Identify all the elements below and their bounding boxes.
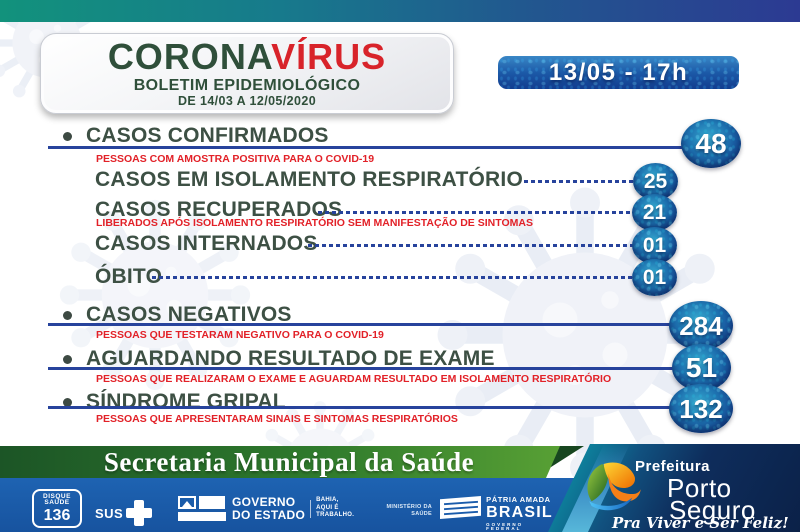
bahia-flag-icon (178, 496, 226, 522)
header-badge: CORONAVÍRUS BOLETIM EPIDEMIOLÓGICO DE 14… (40, 33, 454, 114)
patria-line3: GOVERNO FEDERAL (486, 521, 524, 531)
stat-value-badge: 01 (632, 227, 677, 264)
stat-label: CASOS NEGATIVOS (86, 303, 292, 326)
bullet-icon (63, 398, 72, 407)
bahia-tagline1: BAHIA, (316, 497, 339, 504)
stat-label: CASOS CONFIRMADOS (86, 124, 329, 147)
bahia-tagline2: AQUI É (316, 504, 339, 511)
secretaria-banner: Secretaria Municipal da Saúde (0, 446, 560, 478)
stat-value-badge: 51 (672, 344, 731, 391)
governo-federal-logo: PÁTRIA AMADA BRASIL GOVERNO FEDERAL (440, 496, 560, 532)
secretaria-banner-text: Secretaria Municipal da Saúde (103, 446, 475, 477)
leader-line (48, 323, 672, 326)
top-gradient-bar (0, 0, 800, 22)
disque-saude-badge: DISQUE SAÚDE 136 (32, 489, 82, 528)
title-corona: CORONA (107, 36, 272, 78)
stat-value-badge: 21 (632, 194, 677, 231)
stat-value-badge: 284 (669, 301, 733, 350)
page-title: CORONAVÍRUS (107, 36, 387, 78)
ministerio-line2: SAÚDE (411, 510, 432, 517)
stat-label: CASOS EM ISOLAMENTO RESPIRATÓRIO (95, 168, 523, 191)
sus-label: SUS (95, 505, 124, 521)
patria-line1: PÁTRIA AMADA (486, 495, 551, 504)
patria-line2: BRASIL (486, 503, 553, 521)
bullet-icon (63, 311, 72, 320)
governo-bahia-logo: GOVERNO DO ESTADO BAHIA, AQUI É TRABALHO… (178, 495, 355, 522)
porto-seguro-leaf-icon (587, 462, 641, 511)
bullet-icon (63, 132, 72, 141)
stat-value-badge: 25 (633, 163, 678, 200)
bahia-tagline3: TRABALHO. (316, 512, 355, 519)
leader-line-dotted (524, 180, 634, 183)
leader-line (48, 367, 675, 370)
stat-label: AGUARDANDO RESULTADO DE EXAME (86, 347, 495, 370)
divider (310, 499, 312, 518)
city-slogan: Pra Viver e Ser Feliz! (612, 514, 789, 532)
ministerio-saude-label: MINISTÉRIO DA SAÚDE (368, 504, 432, 518)
header-period: DE 14/03 A 12/05/2020 (177, 94, 317, 109)
city-name-line1: Porto (667, 473, 732, 503)
footer-logos: DISQUE SAÚDE 136 SUS GOVERNO DO ESTADO B… (0, 478, 560, 532)
prefeitura-porto-seguro-block: Prefeitura Porto Seguro Pra Viver e Ser … (548, 444, 800, 532)
stat-value-badge: 48 (681, 119, 741, 168)
leader-line (48, 406, 672, 409)
header-subtitle: BOLETIM EPIDEMIOLÓGICO (133, 76, 361, 94)
brasil-flag-icon (440, 496, 482, 519)
stat-value-badge: 01 (632, 259, 677, 296)
leader-line-dotted (308, 244, 634, 247)
sus-cross-icon (126, 500, 153, 526)
sus-logo: SUS (95, 500, 153, 526)
leader-line (48, 146, 685, 149)
stat-sublabel: PESSOAS QUE TESTARAM NEGATIVO PARA O COV… (96, 329, 384, 341)
leader-line-dotted (318, 211, 634, 214)
stat-sublabel: PESSOAS QUE APRESENTARAM SINAIS E SINTOM… (96, 413, 458, 425)
city-name-line2: Seguro (669, 495, 756, 525)
stat-label: ÓBITO (95, 265, 163, 288)
title-virus: VÍRUS (271, 36, 387, 78)
disque-line1: DISQUE (43, 492, 71, 500)
ministerio-line1: MINISTÉRIO DA (386, 504, 432, 510)
leader-line-dotted (152, 276, 634, 279)
stat-sublabel: PESSOAS QUE REALIZARAM O EXAME E AGUARDA… (96, 373, 612, 385)
datetime-badge: 13/05 - 17h (498, 56, 739, 89)
stat-value-badge: 132 (669, 384, 733, 433)
governo-line1: GOVERNO (232, 495, 296, 509)
prefeitura-label: Prefeitura (635, 458, 711, 475)
disque-line2: SAÚDE (44, 499, 70, 506)
stat-label: CASOS INTERNADOS (95, 232, 318, 255)
governo-line2: DO ESTADO (232, 507, 306, 522)
disque-number: 136 (43, 506, 71, 524)
stat-sublabel: PESSOAS COM AMOSTRA POSITIVA PARA O COVI… (96, 153, 375, 165)
stat-sublabel: LIBERADOS APÓS ISOLAMENTO RESPIRATÓRIO S… (96, 217, 533, 229)
stat-label: CASOS RECUPERADOS (95, 198, 343, 221)
bullet-icon (63, 355, 72, 364)
